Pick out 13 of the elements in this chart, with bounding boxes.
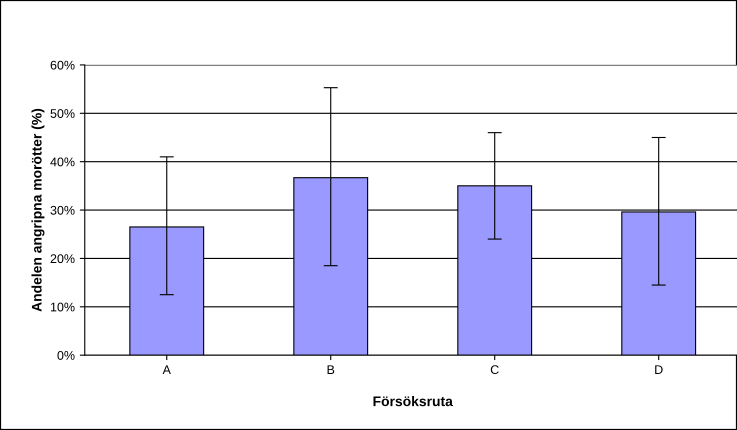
x-axis-title: Försöksruta: [374, 396, 453, 406]
y-tick-label: 40%: [50, 157, 75, 166]
y-tick-label: 30%: [50, 206, 75, 215]
y-tick-label: 50%: [50, 109, 75, 118]
y-axis-title: Andelen angripna morötter (%): [31, 108, 44, 312]
y-tick-label: 20%: [50, 254, 75, 264]
y-tick-label: 60%: [50, 60, 75, 70]
y-tick-label: 10%: [50, 302, 75, 312]
x-tick-label: D: [655, 365, 663, 374]
x-tick-label: A: [162, 365, 171, 374]
x-tick-label: B: [328, 365, 334, 374]
x-tick-label: C: [490, 365, 499, 374]
y-tick-label: 0%: [57, 350, 75, 360]
